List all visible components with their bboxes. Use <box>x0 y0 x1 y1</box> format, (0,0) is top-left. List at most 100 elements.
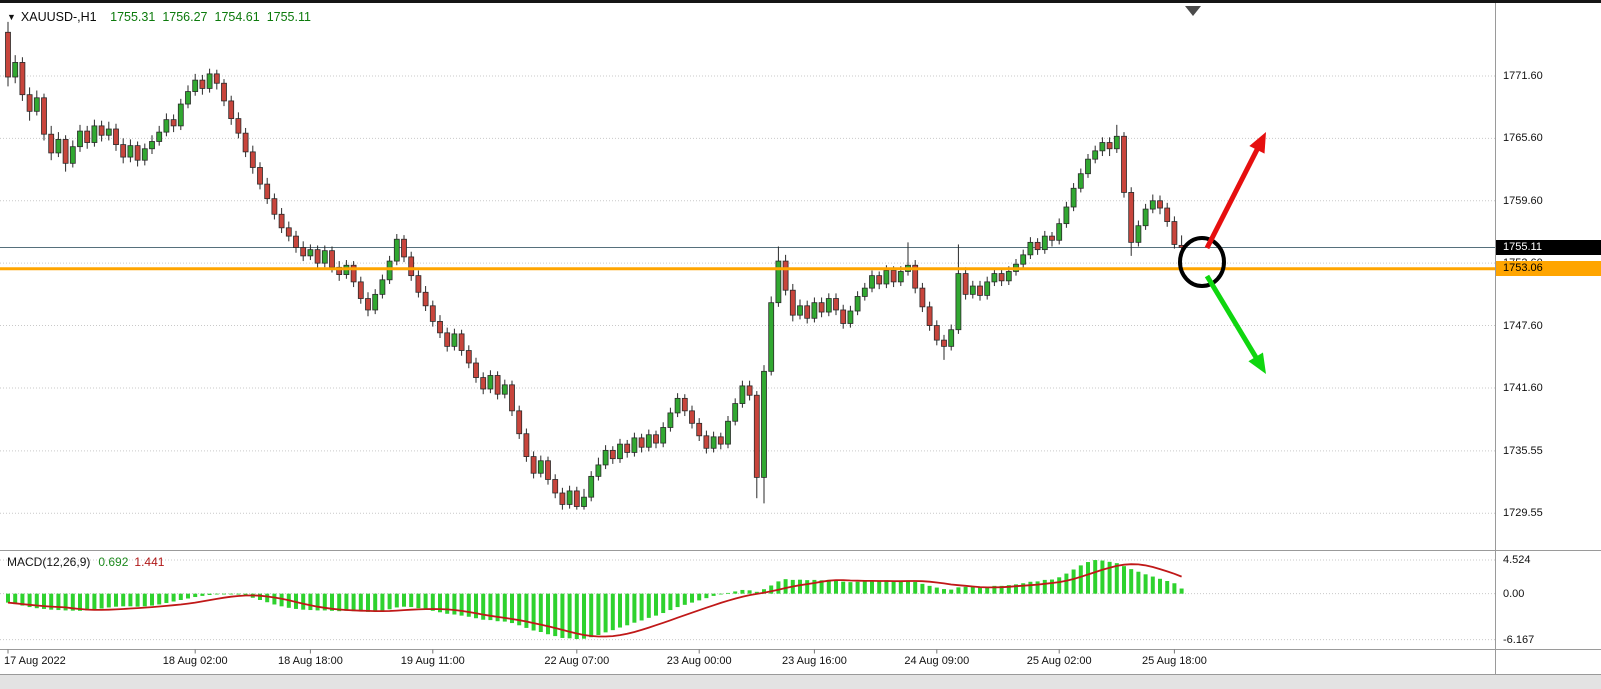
macd-histogram-bar <box>920 583 925 594</box>
candle <box>674 393 681 418</box>
time-axis[interactable]: 17 Aug 2022 18 Aug 02:00 18 Aug 18:00 19 Au… <box>0 650 1495 675</box>
price-axis-label: 1741.60 <box>1503 381 1543 394</box>
candle <box>861 282 868 301</box>
macd-histogram-bar <box>106 593 111 608</box>
candle <box>1063 201 1070 228</box>
macd-histogram-bar <box>114 593 118 607</box>
macd-histogram-bar <box>877 580 882 594</box>
candle <box>667 407 674 432</box>
macd-histogram-bar <box>394 593 399 608</box>
bearish-arrow-annotation[interactable] <box>1204 274 1266 374</box>
candle <box>645 429 652 452</box>
candle <box>825 293 832 317</box>
macd-histogram-bar <box>502 593 507 622</box>
macd-histogram-bar <box>85 593 90 611</box>
macd-histogram-bar <box>380 593 385 611</box>
time-axis-label: 18 Aug 02:00 <box>162 655 228 667</box>
macd-histogram-bar <box>978 586 982 594</box>
candle <box>1121 132 1127 198</box>
chart-shift-marker-icon[interactable] <box>1185 6 1201 16</box>
ohlc-close: 1755.11 <box>266 10 311 24</box>
macd-histogram-bar <box>445 593 450 614</box>
candle <box>444 327 451 352</box>
macd-histogram-bar <box>99 593 104 609</box>
candle <box>1027 237 1034 259</box>
macd-histogram-bar <box>603 593 608 633</box>
macd-histogram-bar <box>6 593 10 603</box>
bullish-arrow-annotation[interactable] <box>1204 132 1266 250</box>
candle <box>523 428 530 462</box>
price-axis-label: 1771.60 <box>1503 69 1543 82</box>
time-axis-label: 18 Aug 18:00 <box>277 655 343 667</box>
candle <box>941 334 947 360</box>
macd-indicator-label: MACD(12,26,9) 0.692 1.441 <box>7 555 164 569</box>
macd-histogram-bar <box>344 593 349 611</box>
symbol-dropdown-icon[interactable]: ▼ <box>7 12 16 22</box>
macd-axis-label: 4.524 <box>1503 554 1531 566</box>
macd-histogram-bar <box>1064 573 1069 594</box>
macd-histogram-bar <box>553 593 558 637</box>
macd-histogram-bar <box>805 580 810 594</box>
macd-histogram-bar <box>358 593 363 612</box>
annotation-circle[interactable] <box>1178 236 1226 288</box>
candle <box>62 135 69 172</box>
candle <box>962 267 969 300</box>
candle <box>977 280 983 301</box>
macd-histogram-bar <box>898 581 903 594</box>
candle <box>854 291 861 316</box>
candle <box>242 127 249 158</box>
candle <box>48 125 55 161</box>
macd-histogram-bar <box>70 593 75 611</box>
macd-axis-label: 0.00 <box>1503 587 1525 600</box>
macd-histogram-bar <box>963 586 968 594</box>
macd-histogram-bar <box>956 587 961 594</box>
price-axis[interactable]: 1771.601765.601759.601753.601747.601741.… <box>1495 0 1601 675</box>
candle <box>552 474 559 499</box>
macd-histogram-bar <box>430 593 435 611</box>
candle <box>1106 137 1113 157</box>
candle <box>278 208 285 233</box>
macd-histogram-bar <box>438 593 442 613</box>
macd-histogram-bar <box>459 593 464 616</box>
macd-histogram-bar <box>171 593 176 602</box>
macd-histogram-bar <box>366 593 370 612</box>
macd-histogram-bar <box>927 585 932 594</box>
macd-histogram-bar <box>632 593 637 623</box>
candle <box>746 380 753 401</box>
candle <box>141 143 148 166</box>
macd-histogram-bar <box>1122 566 1126 594</box>
macd-histogram-bar <box>589 593 594 638</box>
candle <box>761 365 767 504</box>
candle <box>595 457 602 481</box>
candle <box>566 485 573 509</box>
macd-histogram-bar <box>740 589 745 594</box>
candle <box>847 305 854 328</box>
candle <box>1149 194 1156 214</box>
candle <box>955 244 962 334</box>
candle <box>336 261 343 281</box>
macd-histogram-bar <box>265 593 270 603</box>
candle <box>797 299 803 320</box>
macd-histogram-bar <box>315 593 320 611</box>
macd-histogram-bar <box>164 593 169 603</box>
candle <box>487 370 494 394</box>
time-axis-label: 19 Aug 11:00 <box>400 655 465 667</box>
macd-histogram-bar <box>1042 579 1047 594</box>
candle <box>753 391 760 499</box>
macd-histogram-bar <box>704 593 709 599</box>
macd-histogram-bar <box>574 593 579 640</box>
ohlc-open: 1755.31 <box>110 10 156 24</box>
macd-histogram-bar <box>718 593 723 595</box>
symbol-title: XAUUSD-,H1 <box>20 10 97 24</box>
macd-histogram-bar <box>690 593 694 603</box>
candle <box>372 289 379 315</box>
candle <box>393 234 400 266</box>
candle <box>494 371 501 400</box>
macd-histogram-bar <box>409 593 414 608</box>
candle <box>1056 218 1063 245</box>
price-axis-label: 1729.55 <box>1503 507 1543 520</box>
candle <box>732 398 739 426</box>
candle <box>1049 231 1055 247</box>
macd-histogram-bar <box>654 593 658 616</box>
